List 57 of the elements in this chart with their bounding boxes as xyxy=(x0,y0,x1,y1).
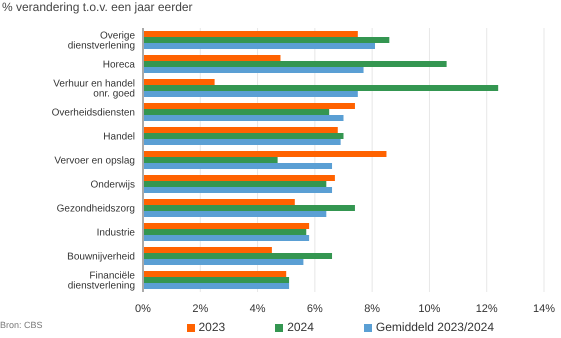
bar xyxy=(143,127,338,133)
bar xyxy=(143,181,326,187)
x-tick-label: 14% xyxy=(532,302,556,315)
bar xyxy=(143,151,386,157)
y-tick-label: Industrie xyxy=(96,228,136,239)
bar xyxy=(143,115,344,121)
bar xyxy=(143,31,358,37)
bar xyxy=(143,223,310,229)
y-tick-label: Handel xyxy=(103,132,135,143)
y-tick-label: Overige dienstverlening xyxy=(68,30,136,52)
bar xyxy=(143,277,290,283)
bar xyxy=(143,133,344,139)
y-tick-label: Financiële dienstverlening xyxy=(68,270,136,292)
bar xyxy=(143,79,215,85)
y-tick-label: Onderwijs xyxy=(90,180,135,191)
bar xyxy=(143,229,306,235)
text: Bron: CBS xyxy=(0,320,43,330)
x-tick-label: 8% xyxy=(364,302,380,315)
y-tick-label: Bouwnijverheid xyxy=(67,252,135,263)
bar xyxy=(143,37,390,43)
bar xyxy=(143,157,278,163)
y-tick-label: Gezondheidszorg xyxy=(56,204,135,215)
x-tick-label: 0% xyxy=(135,302,152,315)
x-tick-label: 2% xyxy=(192,302,208,315)
chart-title: % verandering t.o.v. een jaar eerder xyxy=(2,0,193,14)
bar xyxy=(143,85,498,91)
y-tick-label: Vervoer en opslag xyxy=(54,156,135,167)
x-tick-label: 4% xyxy=(250,302,266,315)
bar xyxy=(143,259,304,265)
bar xyxy=(143,43,376,49)
bar xyxy=(143,139,341,145)
bar xyxy=(143,55,280,61)
bar xyxy=(143,109,330,115)
bar xyxy=(143,205,355,211)
x-tick-label: 6% xyxy=(306,302,324,315)
y-tick-label: Overheidsdiensten xyxy=(52,108,135,119)
y-tick-label: Verhuur en handel onr. goed xyxy=(53,78,135,100)
legend-label: 2023 xyxy=(198,320,226,334)
legend-label: Gemiddeld 2023/2024 xyxy=(376,320,494,334)
bar xyxy=(143,91,358,97)
y-tick-label: Horeca xyxy=(102,60,136,71)
bar xyxy=(143,175,335,181)
bar xyxy=(143,211,326,217)
bar xyxy=(143,235,310,241)
legend-label: 2024 xyxy=(287,320,314,334)
bar xyxy=(143,163,332,169)
bar xyxy=(143,67,364,73)
bar xyxy=(143,253,332,259)
bar xyxy=(143,247,272,253)
x-tick-label: 10% xyxy=(418,302,441,315)
bar xyxy=(143,187,332,193)
bar xyxy=(143,103,355,109)
bar xyxy=(143,61,447,67)
bar xyxy=(143,271,286,277)
bar xyxy=(143,283,290,289)
x-tick-label: 12% xyxy=(476,302,498,315)
bar xyxy=(143,199,295,205)
